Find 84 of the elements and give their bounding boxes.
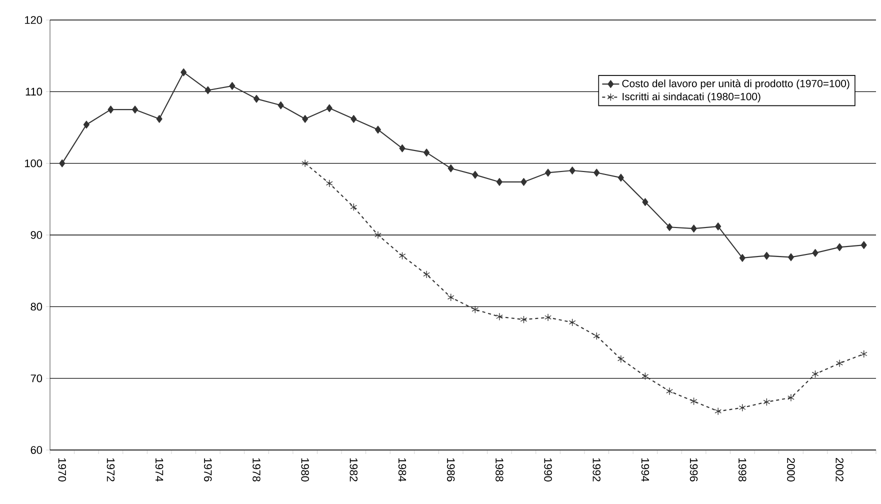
point xyxy=(836,359,844,368)
point xyxy=(788,394,794,402)
point xyxy=(642,198,648,206)
point xyxy=(326,104,332,112)
point xyxy=(690,224,697,232)
x-tick-label: 1982 xyxy=(350,458,358,482)
x-tick-label: 1988 xyxy=(496,458,504,482)
point xyxy=(544,313,552,322)
point xyxy=(812,370,819,378)
point xyxy=(836,243,843,252)
x-tick-label: 1978 xyxy=(252,458,260,482)
point xyxy=(180,68,187,76)
point xyxy=(520,316,528,324)
point xyxy=(690,397,698,406)
point xyxy=(108,106,114,114)
point xyxy=(83,120,90,129)
point xyxy=(398,252,406,260)
y-tick-label: 70 xyxy=(30,374,42,382)
x-tick-label: 1994 xyxy=(641,458,650,482)
point xyxy=(374,231,382,239)
point xyxy=(569,166,576,174)
point xyxy=(763,398,770,406)
y-tick-label: 120 xyxy=(25,16,42,24)
point xyxy=(350,203,358,211)
point xyxy=(715,222,722,230)
x-tick-label: 2000 xyxy=(787,458,795,482)
point xyxy=(302,114,308,123)
point xyxy=(204,86,211,94)
x-tick-label: 1972 xyxy=(106,458,115,482)
point xyxy=(59,159,66,168)
point xyxy=(424,148,430,157)
point xyxy=(666,223,673,232)
point xyxy=(618,174,624,182)
point xyxy=(423,270,430,278)
point xyxy=(326,179,333,188)
y-tick-label: 80 xyxy=(30,302,42,311)
point xyxy=(229,82,236,90)
x-tick-label: 1970 xyxy=(58,458,66,482)
x-tick-label: 1984 xyxy=(398,458,406,482)
legend-label: Costo del lavoro per unità di prodotto (1970=100) xyxy=(622,79,850,90)
point xyxy=(714,407,722,416)
y-tick-label: 100 xyxy=(25,159,42,168)
x-tick-label: 1976 xyxy=(204,458,212,482)
point xyxy=(132,106,138,114)
point xyxy=(738,404,746,412)
point xyxy=(520,178,527,186)
point xyxy=(788,253,794,262)
point xyxy=(666,387,673,396)
point xyxy=(568,318,576,326)
point xyxy=(278,101,284,110)
point xyxy=(544,168,552,177)
point xyxy=(812,248,818,257)
y-tick-label: 60 xyxy=(30,446,42,454)
x-tick-label: 1986 xyxy=(446,458,455,482)
point xyxy=(399,144,406,152)
y-tick-label: 90 xyxy=(30,231,42,239)
point xyxy=(496,312,503,321)
point xyxy=(448,164,454,172)
point xyxy=(447,293,454,302)
x-tick-label: 1974 xyxy=(155,458,164,482)
x-tick-label: 1996 xyxy=(690,458,698,482)
point xyxy=(739,254,746,262)
point xyxy=(374,126,382,134)
point xyxy=(860,241,867,249)
y-tick-label: 110 xyxy=(26,88,42,96)
point xyxy=(642,372,649,380)
point xyxy=(156,114,162,123)
point xyxy=(594,168,600,177)
point xyxy=(350,114,357,123)
point xyxy=(593,332,600,340)
point xyxy=(617,355,624,363)
x-tick-label: 1980 xyxy=(301,458,309,482)
point xyxy=(253,94,260,103)
point xyxy=(472,306,479,314)
point xyxy=(764,252,770,260)
point xyxy=(302,159,309,168)
legend-label: Iscritti ai sindacati (1980=100) xyxy=(622,92,760,102)
x-tick-label: 1992 xyxy=(592,458,600,482)
x-tick-label: 1990 xyxy=(544,458,552,482)
x-tick-label: 1998 xyxy=(738,458,746,482)
point xyxy=(472,170,478,179)
point xyxy=(496,178,502,186)
x-tick-label: 2002 xyxy=(836,458,844,482)
point xyxy=(860,350,868,358)
